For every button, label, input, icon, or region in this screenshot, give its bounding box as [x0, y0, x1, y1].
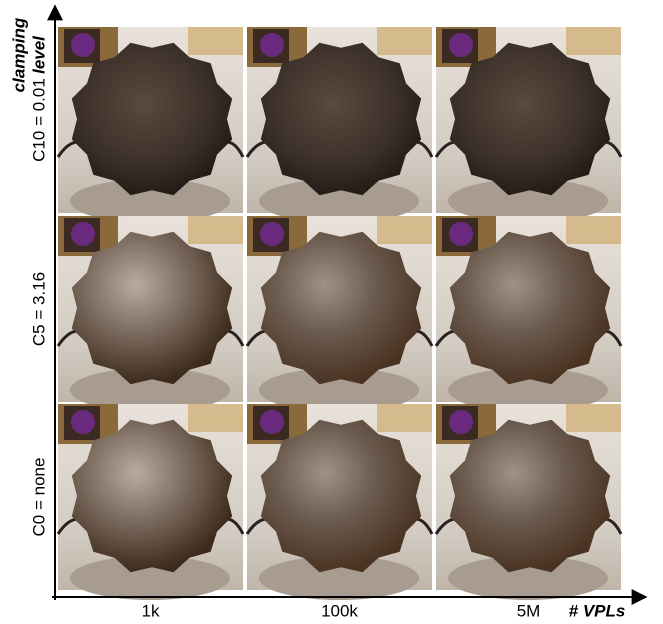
- image-pedestal: [448, 556, 608, 600]
- image-pedestal: [70, 368, 230, 412]
- row-label: C10 = 0.01: [29, 78, 48, 162]
- image-painting-disc: [260, 410, 284, 434]
- image-object: [71, 419, 233, 573]
- column-label: 100k: [321, 601, 358, 620]
- rendered-image: [434, 216, 623, 412]
- rendered-image: [434, 27, 623, 223]
- image-painting-disc: [260, 222, 284, 246]
- rendered-image: [434, 404, 623, 600]
- image-pedestal: [70, 179, 230, 223]
- y-axis-title-line: clamping: [9, 17, 28, 92]
- rendered-image: [56, 404, 245, 600]
- image-pedestal: [259, 556, 419, 600]
- image-frame-stripe: [377, 216, 432, 244]
- rendered-image: [56, 216, 245, 412]
- y-axis-title-line: level: [29, 35, 48, 74]
- image-pedestal: [448, 368, 608, 412]
- y-axis-title: clamping level: [9, 17, 48, 92]
- image-object: [260, 419, 422, 573]
- image-painting-disc: [71, 33, 95, 57]
- image-frame-stripe: [566, 404, 621, 432]
- image-frame-stripe: [188, 27, 243, 55]
- image-object: [71, 231, 233, 385]
- row-label-group: C0 = none: [29, 458, 48, 537]
- image-pedestal: [259, 179, 419, 223]
- column-label: 1k: [142, 601, 160, 620]
- image-frame-stripe: [566, 216, 621, 244]
- image-grid: [56, 27, 623, 600]
- image-object: [449, 231, 611, 385]
- image-pedestal: [259, 368, 419, 412]
- x-axis-title: # VPLs: [569, 601, 626, 620]
- image-object: [260, 42, 422, 196]
- row-label-group: C5 = 3.16: [29, 272, 48, 346]
- image-pedestal: [70, 556, 230, 600]
- row-label-group: C10 = 0.01: [29, 78, 48, 162]
- row-label: C5 = 3.16: [29, 272, 48, 346]
- row-label: C0 = none: [29, 458, 48, 537]
- image-frame-stripe: [566, 27, 621, 55]
- image-frame-stripe: [377, 27, 432, 55]
- image-object: [449, 419, 611, 573]
- rendered-image: [56, 27, 245, 223]
- column-label: 5M: [517, 601, 541, 620]
- image-frame-stripe: [377, 404, 432, 432]
- image-object: [71, 42, 233, 196]
- image-painting-disc: [449, 222, 473, 246]
- image-painting-disc: [260, 33, 284, 57]
- image-object: [260, 231, 422, 385]
- image-painting-disc: [71, 222, 95, 246]
- image-frame-stripe: [188, 216, 243, 244]
- image-painting-disc: [449, 33, 473, 57]
- rendered-image: [245, 404, 434, 600]
- image-pedestal: [448, 179, 608, 223]
- rendered-image: [245, 216, 434, 412]
- image-frame-stripe: [188, 404, 243, 432]
- image-object: [449, 42, 611, 196]
- image-painting-disc: [71, 410, 95, 434]
- rendered-image: [245, 27, 434, 223]
- image-painting-disc: [449, 410, 473, 434]
